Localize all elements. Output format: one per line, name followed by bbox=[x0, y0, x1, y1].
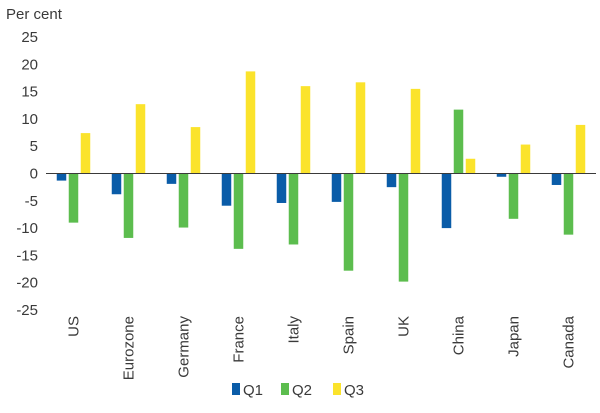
x-tick-label: Japan bbox=[506, 316, 523, 357]
bar-q1-canada bbox=[551, 173, 562, 185]
x-axis-ticks: US Eurozone Germany France Italy Spain UK China… bbox=[66, 315, 578, 380]
bar-q3-italy bbox=[300, 86, 311, 174]
bar-q3-us bbox=[80, 133, 91, 174]
x-tick-label: US bbox=[66, 316, 83, 337]
legend: Q1 Q2 Q3 bbox=[232, 382, 364, 399]
bar-q2-spain bbox=[343, 173, 354, 271]
y-tick-label: -15 bbox=[16, 247, 38, 264]
y-tick-label: 10 bbox=[21, 111, 38, 128]
x-tick-label: Spain bbox=[341, 316, 358, 354]
x-tick-label: Canada bbox=[561, 315, 578, 368]
bar-q2-france bbox=[233, 173, 244, 249]
y-tick-label: -25 bbox=[16, 302, 38, 319]
bar-q1-china bbox=[441, 173, 452, 229]
x-tick-label: UK bbox=[396, 316, 413, 337]
bar-q3-uk bbox=[410, 88, 421, 174]
bar-q2-eurozone bbox=[123, 173, 134, 238]
bar-q2-italy bbox=[288, 173, 299, 245]
bar-q2-canada bbox=[563, 173, 574, 235]
bar-q3-spain bbox=[355, 82, 366, 174]
bar-q1-japan bbox=[496, 173, 507, 177]
y-tick-label: -5 bbox=[25, 193, 38, 210]
y-tick-label: 20 bbox=[21, 56, 38, 73]
legend-label-q2: Q2 bbox=[292, 382, 312, 399]
x-tick-label: Germany bbox=[176, 316, 193, 378]
x-tick-label: Eurozone bbox=[121, 316, 138, 380]
y-axis-ticks: 25 20 15 10 5 0 -5 -10 -15 -20 -25 bbox=[16, 29, 38, 319]
y-tick-label: 25 bbox=[21, 29, 38, 46]
legend-swatch-q3 bbox=[333, 383, 341, 395]
y-tick-label: -10 bbox=[16, 220, 38, 237]
y-tick-label: 0 bbox=[30, 166, 38, 183]
bar-q3-germany bbox=[190, 127, 201, 174]
bar-q3-japan bbox=[520, 144, 531, 174]
bar-q1-italy bbox=[276, 173, 287, 203]
bar-q2-us bbox=[68, 173, 79, 223]
bar-q3-canada bbox=[575, 124, 586, 174]
bar-q2-japan bbox=[508, 173, 519, 219]
x-tick-label: Italy bbox=[286, 316, 303, 344]
bar-q3-china bbox=[465, 158, 476, 174]
bar-q2-china bbox=[453, 109, 464, 174]
bar-q1-us bbox=[56, 173, 67, 181]
legend-swatch-q1 bbox=[232, 383, 240, 395]
x-tick-label: France bbox=[231, 316, 248, 363]
y-tick-label: -20 bbox=[16, 275, 38, 292]
bar-q1-germany bbox=[166, 173, 177, 184]
x-tick-label: China bbox=[451, 315, 468, 355]
bar-q1-france bbox=[221, 173, 232, 206]
legend-label-q3: Q3 bbox=[344, 382, 364, 399]
bar-q1-eurozone bbox=[111, 173, 122, 195]
bar-q1-uk bbox=[386, 173, 397, 188]
bar-q1-spain bbox=[331, 173, 342, 202]
bars-group bbox=[56, 71, 586, 282]
bar-q2-uk bbox=[398, 173, 409, 282]
legend-swatch-q2 bbox=[281, 383, 289, 395]
bar-q3-eurozone bbox=[135, 104, 146, 174]
bar-q3-france bbox=[245, 71, 256, 174]
y-tick-label: 15 bbox=[21, 84, 38, 101]
y-unit-label: Per cent bbox=[6, 6, 63, 23]
legend-label-q1: Q1 bbox=[243, 382, 263, 399]
y-tick-label: 5 bbox=[30, 138, 38, 155]
bar-q2-germany bbox=[178, 173, 189, 228]
